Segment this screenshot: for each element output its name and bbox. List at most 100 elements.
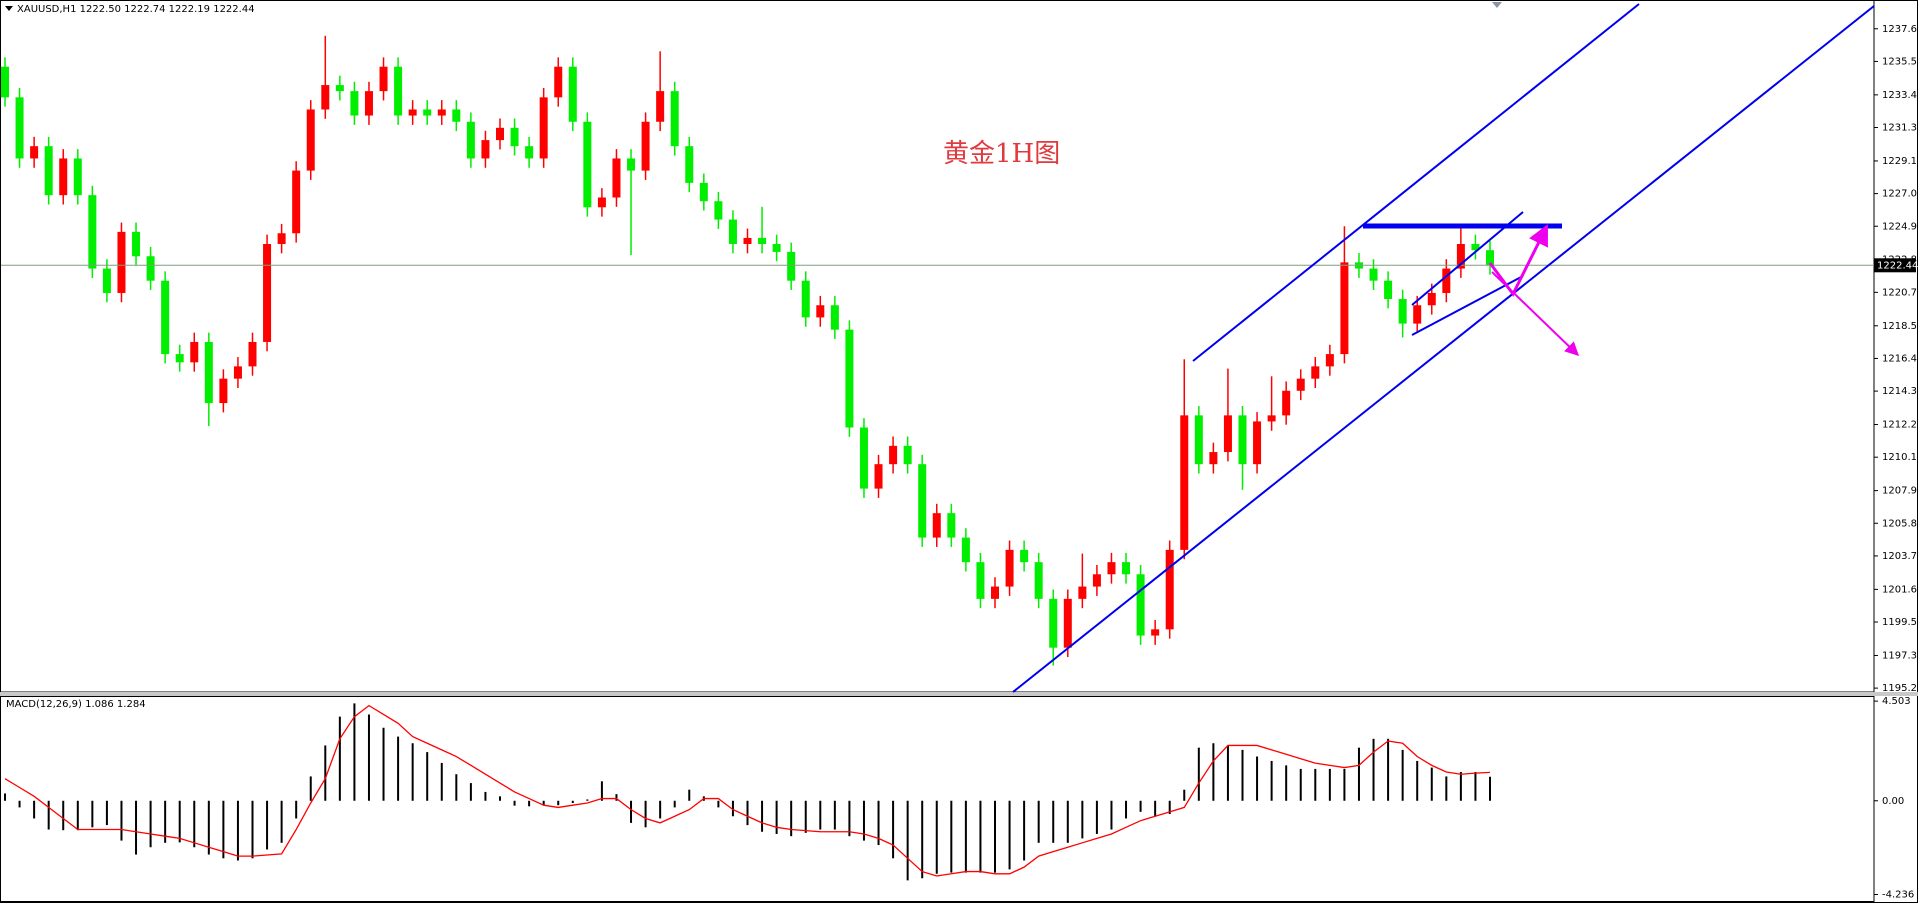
y-tick-label: 4.503 — [1882, 696, 1911, 707]
candle-body — [73, 158, 82, 196]
candle-body — [728, 219, 737, 244]
candle-body — [889, 445, 898, 465]
arrow-down — [1491, 271, 1580, 356]
macd-header: MACD(12,26,9) 1.086 1.284 — [6, 699, 146, 710]
y-tick-label: 1233.40 — [1882, 90, 1918, 101]
candle-body — [423, 109, 432, 116]
candle-body — [1034, 562, 1043, 599]
candle-body — [1296, 378, 1305, 391]
y-tick-label: 1235.55 — [1882, 56, 1918, 67]
candle-body — [699, 182, 708, 202]
y-tick-label: 1201.60 — [1882, 584, 1918, 595]
candle-body — [627, 158, 636, 171]
candle-body — [991, 586, 999, 599]
y-tick-label: 1205.85 — [1882, 518, 1918, 529]
candle-body — [597, 197, 606, 208]
candle-body — [1223, 415, 1232, 453]
candle-body — [466, 121, 475, 159]
candle-body — [932, 513, 941, 538]
candle-body — [219, 378, 228, 404]
candle-body — [1267, 415, 1276, 422]
candle-body — [787, 251, 796, 281]
candle-body — [1369, 268, 1378, 281]
candle-body — [1413, 305, 1422, 324]
candle-body — [277, 233, 286, 244]
candle-body — [816, 305, 825, 318]
y-tick-label: 1220.70 — [1882, 287, 1918, 298]
candle-body — [801, 280, 810, 318]
y-tick-label: 1197.35 — [1882, 650, 1918, 661]
y-tick-label: 1216.45 — [1882, 353, 1918, 364]
candle-body — [976, 562, 985, 599]
candle-body — [1456, 243, 1465, 269]
candle-body — [1384, 280, 1393, 300]
candle-body — [1049, 598, 1058, 648]
candle-body — [248, 341, 257, 367]
candle-body — [830, 305, 839, 330]
candle-body — [59, 158, 68, 196]
y-tick-label: 1231.30 — [1882, 123, 1918, 134]
candle-body — [204, 341, 213, 404]
last-price-label: 1222.44 — [1877, 260, 1918, 271]
candle-body — [88, 195, 97, 269]
annotation: 黄金1H图 — [943, 139, 1060, 169]
candle-body — [947, 513, 956, 538]
candle-body — [1092, 574, 1101, 587]
candle-body — [292, 170, 301, 234]
signal-line — [4, 704, 1491, 877]
y-tick-label: -4.236 — [1882, 890, 1914, 901]
candle-body — [554, 66, 563, 98]
candle-body — [44, 146, 53, 196]
candle-body — [918, 464, 927, 538]
candle-body — [1471, 243, 1480, 251]
y-tick-label: 1210.10 — [1882, 452, 1918, 463]
candle-body — [1398, 299, 1407, 324]
candle-body — [510, 127, 519, 147]
macd-pane — [0, 696, 1875, 902]
candle-body — [1427, 292, 1436, 306]
candle-body — [1180, 415, 1189, 550]
candle-body — [117, 231, 126, 293]
candle-body — [408, 109, 417, 116]
y-tick-label: 1207.95 — [1882, 486, 1918, 497]
candle-body — [568, 66, 577, 122]
candle-body — [1238, 415, 1247, 465]
candle-body — [190, 341, 199, 363]
candle-body — [583, 121, 592, 208]
candle-body — [1340, 262, 1349, 355]
y-tick-label: 1212.20 — [1882, 420, 1918, 431]
triangle-upper — [1411, 211, 1524, 306]
candle-body — [525, 146, 534, 159]
candle-body — [175, 354, 184, 363]
y-tick-label: 1199.50 — [1882, 617, 1918, 628]
candle-body — [102, 268, 111, 293]
candle-body — [1311, 366, 1320, 379]
y-tick-label: 1218.55 — [1882, 321, 1918, 332]
candle-body — [1486, 250, 1494, 266]
candle-body — [961, 537, 970, 563]
chart-header: XAUUSD,H1 1222.50 1222.74 1222.19 1222.4… — [17, 4, 255, 15]
candle-body — [379, 66, 388, 92]
drawings — [1012, 3, 1875, 693]
y-tick-label: 1229.15 — [1882, 156, 1918, 167]
candle-body — [306, 109, 315, 171]
candle-body — [1442, 268, 1451, 293]
candle-body — [903, 445, 912, 465]
candle-body — [685, 146, 694, 183]
candle-body — [321, 85, 330, 110]
candle-body — [30, 146, 39, 159]
candle-body — [452, 109, 461, 122]
candle-body — [1253, 421, 1262, 465]
y-tick-label: 1227.05 — [1882, 189, 1918, 200]
candle-body — [496, 127, 504, 141]
candle-body — [874, 464, 883, 489]
candle-body — [1282, 390, 1291, 416]
y-tick-label: 1203.75 — [1882, 551, 1918, 562]
candle-body — [437, 109, 446, 116]
candle-body — [1, 66, 9, 98]
candle-body — [1325, 354, 1334, 367]
candle-body — [335, 85, 344, 92]
candle-body — [1136, 574, 1145, 636]
